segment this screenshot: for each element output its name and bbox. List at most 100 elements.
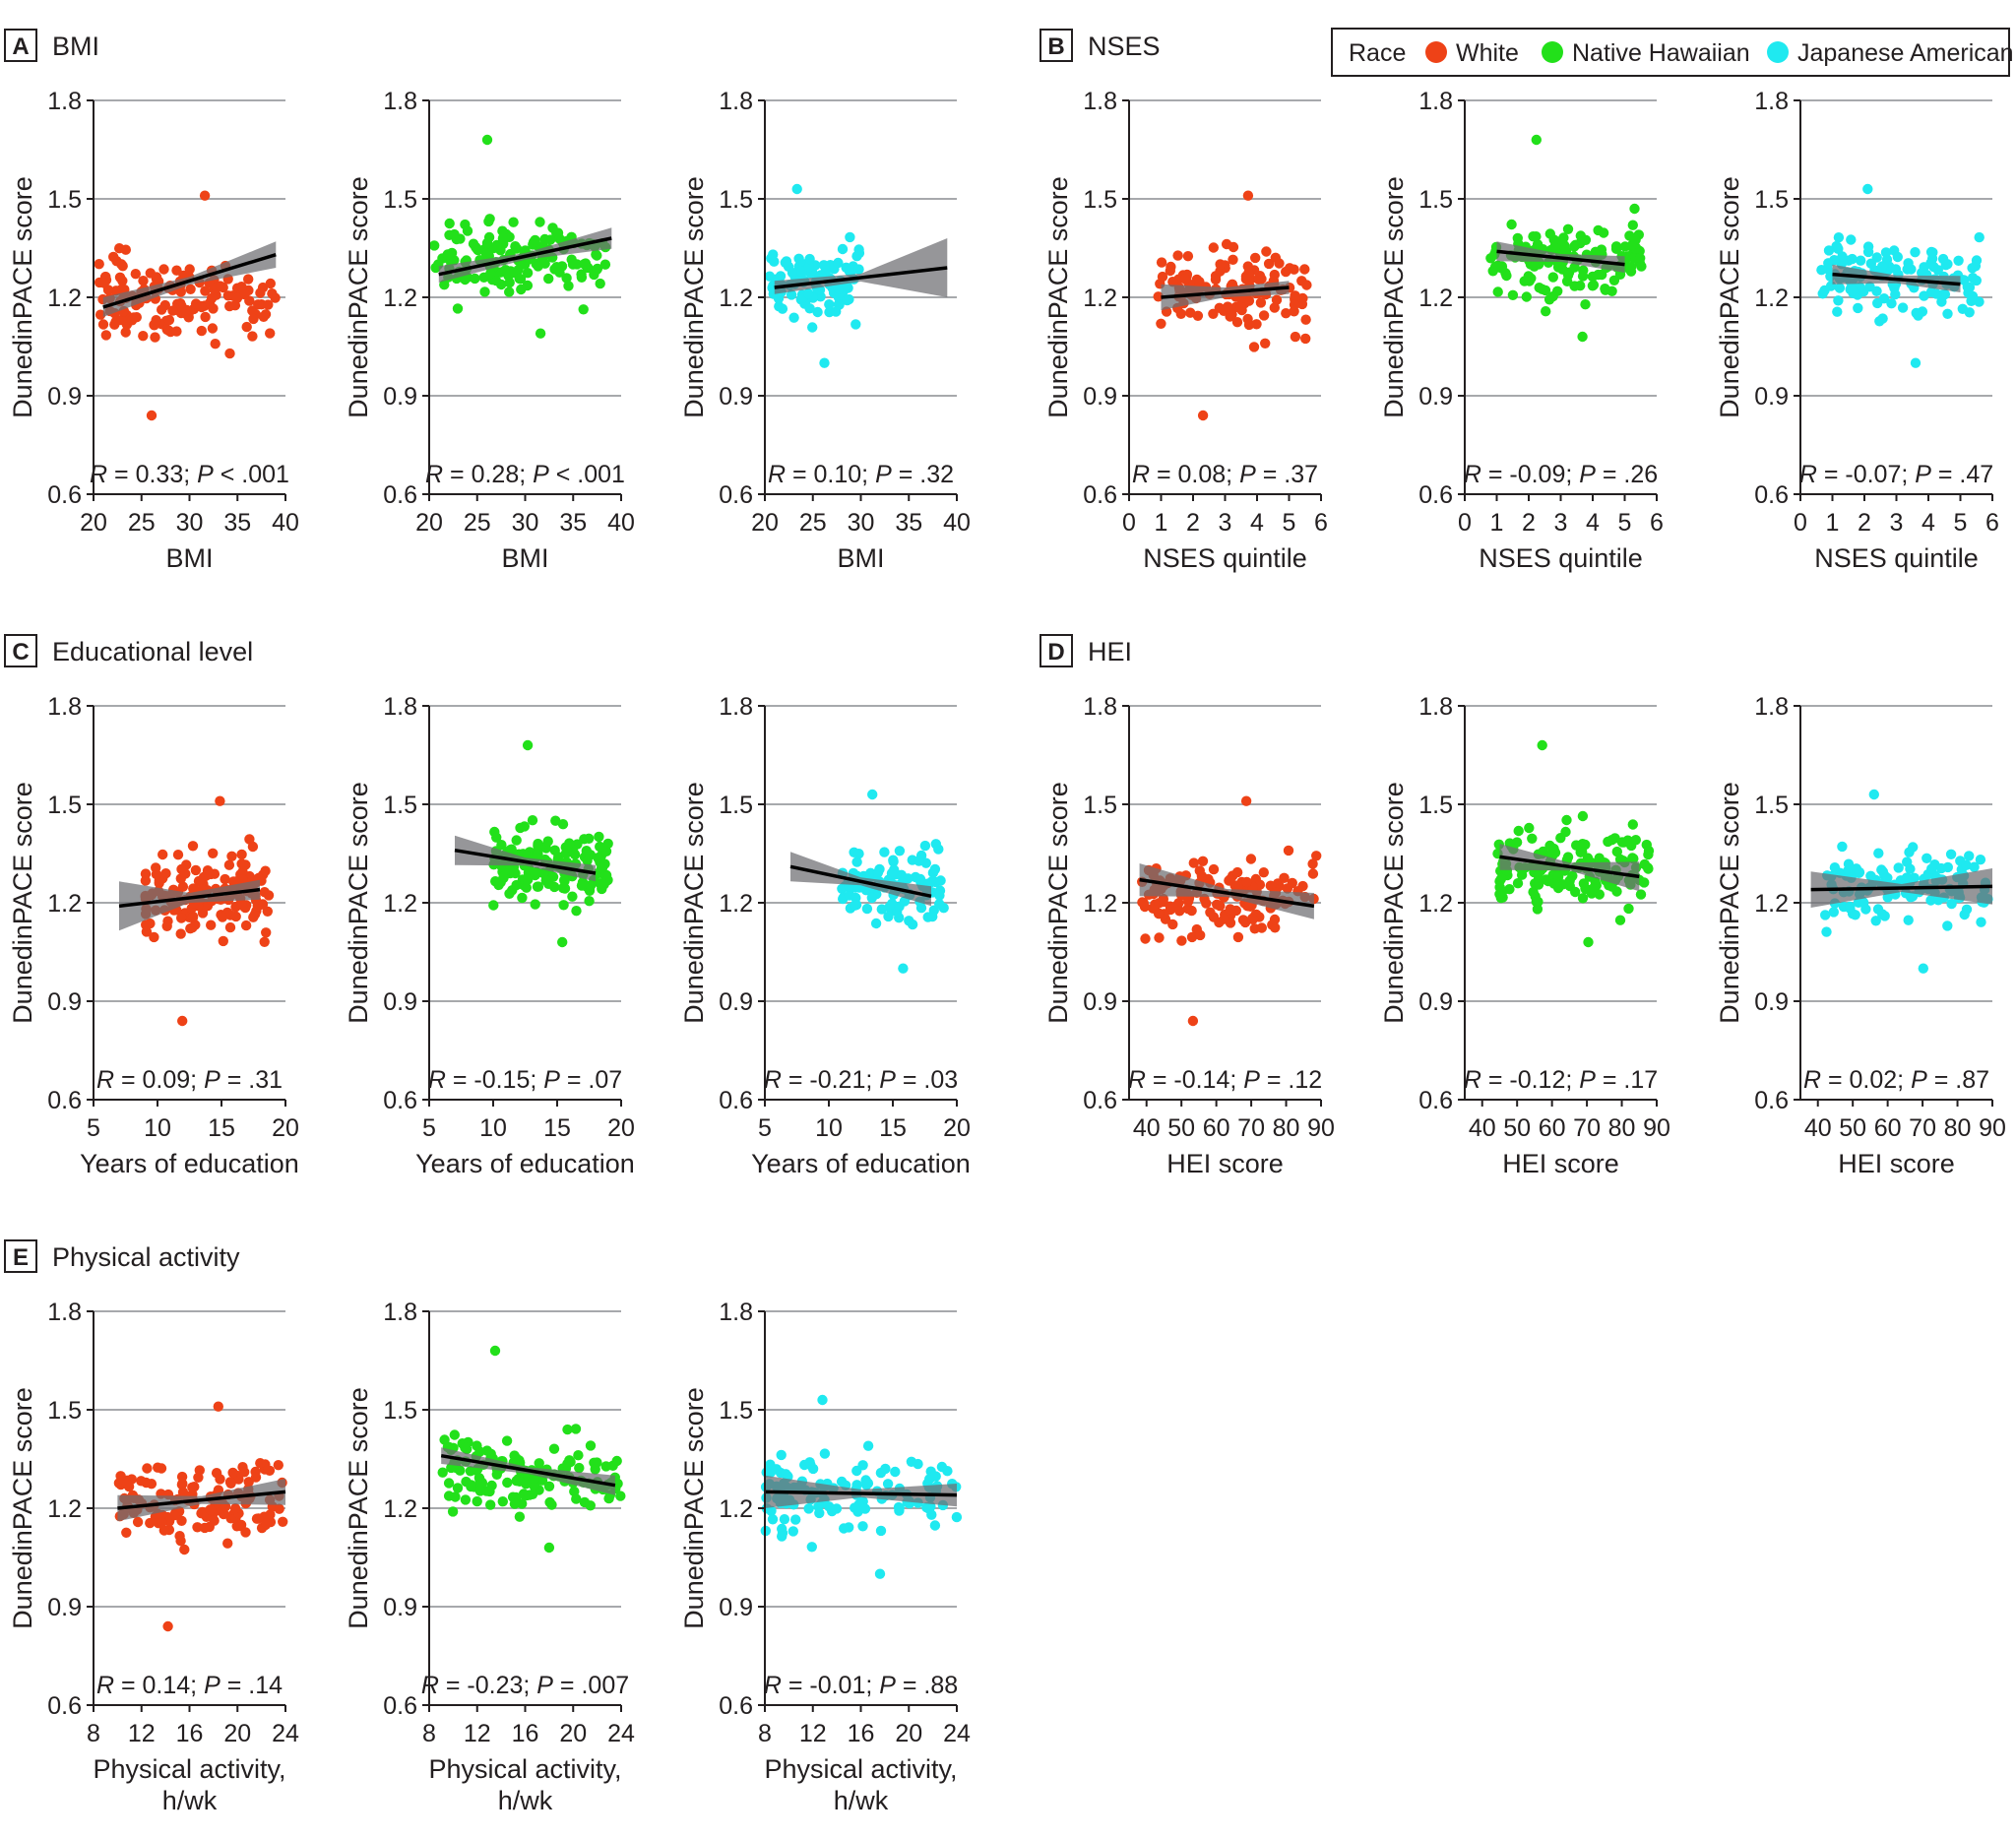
data-point [1639, 858, 1651, 870]
data-point [1240, 274, 1252, 285]
data-point [585, 1440, 597, 1451]
data-point [263, 890, 275, 901]
y-tick-label: 1.2 [1083, 285, 1117, 312]
data-point [796, 266, 807, 277]
data-point [248, 912, 259, 922]
y-tick-label: 1.8 [1754, 693, 1789, 721]
data-point [839, 1523, 850, 1534]
data-point [1635, 889, 1647, 900]
data-point [1820, 910, 1831, 920]
x-tick-label: 1 [1490, 509, 1504, 537]
data-point [489, 1345, 501, 1357]
data-point [132, 1516, 144, 1528]
y-axis-label: DunedinPACE score [1715, 782, 1744, 1024]
stat-annotation: R = 0.14; P = .14 [96, 1672, 283, 1699]
data-point [1188, 857, 1200, 868]
regression-line [1161, 285, 1290, 299]
data-point [222, 290, 233, 301]
data-point [1512, 878, 1524, 889]
regression-line [1499, 855, 1640, 879]
data-point [833, 257, 844, 269]
y-tick-label: 0.9 [383, 988, 417, 1016]
x-tick-label: 90 [1643, 1114, 1670, 1142]
y-axis-label: DunedinPACE score [1715, 176, 1744, 418]
data-point [460, 1494, 472, 1505]
x-tick-label: 10 [479, 1114, 507, 1142]
subplot-bmi-japanese-american: 0.6 0.9 1.2 1.5 1.8 20 25 30 35 40 DunedinPACE sco… [679, 88, 971, 573]
data-point [927, 911, 938, 922]
data-point [777, 303, 788, 314]
x-axis-label: BMI [165, 543, 213, 573]
data-point [114, 243, 125, 254]
data-point [1623, 903, 1634, 915]
data-point [247, 841, 259, 853]
legend-marker-white [1425, 41, 1447, 63]
data-point [188, 883, 199, 894]
data-point [1629, 233, 1640, 244]
data-point [1610, 243, 1622, 254]
x-tick-label: 40 [1804, 1114, 1832, 1142]
data-point [149, 931, 159, 943]
data-point [803, 261, 814, 273]
subplot-physical-activity-japanese-american: 0.6 0.9 1.2 1.5 1.8 8 12 16 20 24 DunedinPACE scor… [679, 1299, 971, 1815]
data-point [548, 1443, 560, 1454]
x-axis-label: BMI [501, 543, 548, 573]
y-tick-label: 0.9 [383, 1594, 417, 1621]
panel-bmi: A BMI 0.6 0.9 1.2 1.5 1.8 20 25 30 35 40 DunedinPACE… [4, 29, 971, 573]
data-point [1531, 134, 1543, 146]
data-point [590, 1464, 600, 1475]
data-point [100, 330, 112, 341]
data-point [1922, 853, 1932, 863]
data-point [779, 1514, 790, 1525]
data-point [142, 1463, 153, 1474]
data-point [1225, 874, 1235, 885]
x-tick-label: 1 [1826, 509, 1840, 537]
data-point [1549, 847, 1561, 858]
data-point [786, 289, 797, 300]
y-axis-label: DunedinPACE score [8, 782, 37, 1024]
y-tick-label: 1.2 [383, 890, 417, 918]
x-axis-label: HEI score [1502, 1149, 1619, 1178]
data-point [919, 840, 931, 852]
data-point [1837, 251, 1848, 262]
y-tick-label: 1.2 [383, 285, 417, 312]
data-point [894, 846, 906, 856]
data-point [1600, 285, 1611, 295]
x-tick-label: 0 [1458, 509, 1472, 537]
data-point [1556, 235, 1568, 246]
data-point [802, 287, 814, 299]
data-point [1300, 314, 1311, 325]
x-tick-label: 20 [895, 1720, 922, 1747]
data-point [842, 294, 852, 306]
y-tick-label: 0.9 [1418, 988, 1453, 1016]
scatter-points [113, 1401, 288, 1632]
data-point [554, 233, 565, 244]
data-point [594, 831, 604, 843]
data-point [1937, 253, 1949, 265]
data-point [894, 1502, 905, 1514]
data-point [145, 268, 156, 279]
data-point [1258, 867, 1270, 878]
data-point [274, 1503, 284, 1514]
x-tick-label: 25 [799, 509, 827, 537]
data-point [824, 299, 835, 310]
data-point [581, 846, 592, 856]
data-point [1627, 819, 1639, 830]
data-point [1862, 183, 1873, 195]
x-tick-label: 40 [1133, 1114, 1161, 1142]
data-point [883, 911, 894, 922]
data-point [527, 1489, 538, 1500]
data-point [253, 299, 264, 310]
data-point [1186, 931, 1198, 943]
x-tick-label: 0 [1794, 509, 1807, 537]
subplot-educational-level-native-hawaiian: 0.6 0.9 1.2 1.5 1.8 5 10 15 20 DunedinPACE score Y… [344, 693, 635, 1178]
data-point [1953, 255, 1964, 266]
y-axis-label: DunedinPACE score [8, 1387, 37, 1629]
data-point [520, 1490, 531, 1501]
data-point [573, 1450, 584, 1461]
data-point [1283, 845, 1294, 856]
y-tick-label: 0.9 [1754, 383, 1789, 411]
data-point [243, 1477, 254, 1488]
regression-line [118, 887, 261, 909]
data-point [1971, 275, 1983, 286]
